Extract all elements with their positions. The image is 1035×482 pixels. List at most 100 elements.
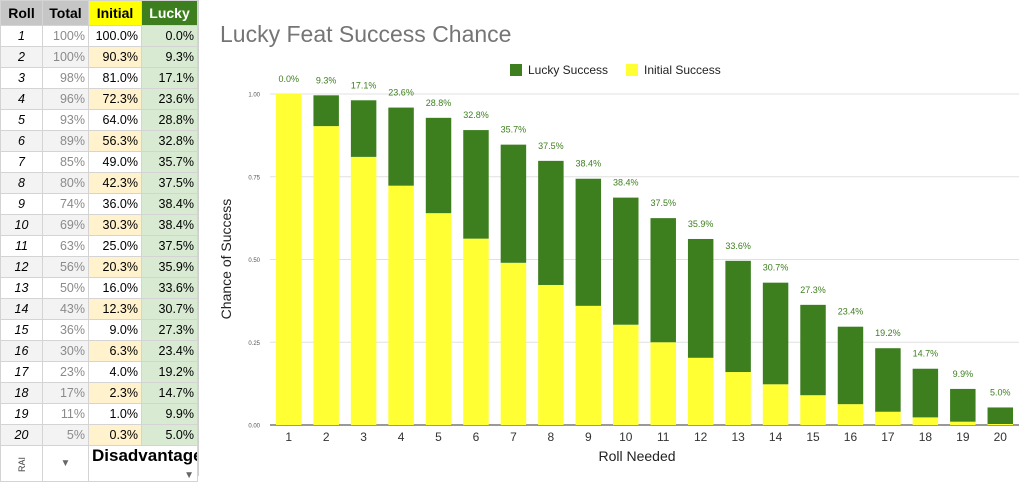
cell-roll[interactable]: 15 (0, 319, 43, 341)
cell-roll[interactable]: 12 (0, 256, 43, 278)
cell-lucky[interactable]: 28.8% (141, 109, 198, 131)
cell-roll[interactable]: 11 (0, 235, 43, 257)
bar-lucky[interactable] (538, 160, 564, 285)
bar-lucky[interactable] (613, 197, 639, 325)
cell-initial[interactable]: 36.0% (88, 193, 142, 215)
bar-lucky[interactable] (650, 218, 676, 343)
cell-initial[interactable]: 42.3% (88, 172, 142, 194)
cell-lucky[interactable]: 33.6% (141, 277, 198, 299)
cell-total[interactable]: 56% (42, 256, 89, 278)
bar-lucky[interactable] (875, 348, 901, 412)
bar-initial[interactable] (500, 262, 527, 425)
cell-roll[interactable]: 20 (0, 424, 43, 446)
cell-roll[interactable]: 13 (0, 277, 43, 299)
cell-total[interactable]: 80% (42, 172, 89, 194)
cell-total[interactable]: 100% (42, 46, 89, 68)
bar-lucky[interactable] (500, 144, 527, 263)
cell-total[interactable]: 96% (42, 88, 89, 110)
cell-initial[interactable]: 6.3% (88, 340, 142, 362)
cell-roll[interactable]: 6 (0, 130, 43, 152)
bar-initial[interactable] (463, 238, 489, 425)
cell-initial[interactable]: 4.0% (88, 361, 142, 383)
cell-roll[interactable]: 16 (0, 340, 43, 362)
cell-lucky[interactable]: 0.0% (141, 25, 198, 47)
bar-lucky[interactable] (762, 282, 789, 385)
bar-initial[interactable] (613, 324, 639, 425)
bar-lucky[interactable] (350, 100, 377, 157)
cell-roll[interactable]: 7 (0, 151, 43, 173)
chevron-down-icon[interactable]: ▼ (42, 445, 89, 482)
cell-total[interactable]: 98% (42, 67, 89, 89)
cell-lucky[interactable]: 23.6% (141, 88, 198, 110)
cell-lucky[interactable]: 35.9% (141, 256, 198, 278)
cell-lucky[interactable]: 30.7% (141, 298, 198, 320)
cell-initial[interactable]: 20.3% (88, 256, 142, 278)
cell-roll[interactable]: 14 (0, 298, 43, 320)
cell-lucky[interactable]: 37.5% (141, 172, 198, 194)
cell-lucky[interactable]: 19.2% (141, 361, 198, 383)
cell-roll[interactable]: 8 (0, 172, 43, 194)
cell-lucky[interactable]: 14.7% (141, 382, 198, 404)
cell-roll[interactable]: 18 (0, 382, 43, 404)
cell-total[interactable]: 63% (42, 235, 89, 257)
bar-lucky[interactable] (313, 95, 339, 127)
cell-initial[interactable]: 100.0% (88, 25, 142, 47)
bar-initial[interactable] (388, 185, 414, 425)
cell-initial[interactable]: 30.3% (88, 214, 142, 236)
bar-initial[interactable] (837, 404, 864, 425)
cell-initial[interactable]: 56.3% (88, 130, 142, 152)
cell-total[interactable]: 23% (42, 361, 89, 383)
cell-lucky[interactable]: 38.4% (141, 193, 198, 215)
cell-initial[interactable]: 72.3% (88, 88, 142, 110)
bar-initial[interactable] (350, 156, 377, 425)
cell-lucky[interactable]: 27.3% (141, 319, 198, 341)
cell-initial[interactable]: 16.0% (88, 277, 142, 299)
header-initial[interactable]: Initial (88, 0, 142, 26)
bar-initial[interactable] (875, 411, 901, 425)
cell-total[interactable]: 50% (42, 277, 89, 299)
cell-lucky[interactable]: 9.9% (141, 403, 198, 425)
bar-initial[interactable] (950, 421, 976, 425)
cell-lucky[interactable]: 9.3% (141, 46, 198, 68)
cell-total[interactable]: 85% (42, 151, 89, 173)
cell-total[interactable]: 17% (42, 382, 89, 404)
bar-initial[interactable] (725, 372, 751, 425)
header-lucky[interactable]: Lucky (141, 0, 198, 26)
bar-initial[interactable] (538, 284, 564, 425)
cell-initial[interactable]: 12.3% (88, 298, 142, 320)
cell-total[interactable]: 30% (42, 340, 89, 362)
bar-initial[interactable] (650, 342, 676, 425)
cell-roll[interactable]: 5 (0, 109, 43, 131)
bar-initial[interactable] (687, 357, 714, 425)
bar-lucky[interactable] (837, 326, 864, 405)
cell-roll[interactable]: 19 (0, 403, 43, 425)
bar-lucky[interactable] (687, 238, 714, 358)
cell-total[interactable]: 43% (42, 298, 89, 320)
cell-initial[interactable]: 25.0% (88, 235, 142, 257)
bar-lucky[interactable] (950, 388, 976, 422)
bar-initial[interactable] (575, 305, 602, 425)
bar-lucky[interactable] (425, 117, 452, 214)
cell-lucky[interactable]: 35.7% (141, 151, 198, 173)
bar-lucky[interactable] (575, 178, 602, 306)
bar-lucky[interactable] (725, 260, 751, 373)
cell-initial[interactable]: 90.3% (88, 46, 142, 68)
bar-lucky[interactable] (987, 407, 1014, 425)
cell-initial[interactable]: 2.3% (88, 382, 142, 404)
bar-initial[interactable] (425, 213, 452, 425)
cell-total[interactable]: 89% (42, 130, 89, 152)
bar-lucky[interactable] (912, 368, 939, 418)
cell-lucky[interactable]: 5.0% (141, 424, 198, 446)
cell-roll[interactable]: 1 (0, 25, 43, 47)
cell-roll[interactable]: 3 (0, 67, 43, 89)
cell-lucky[interactable]: 32.8% (141, 130, 198, 152)
cell-total[interactable]: 74% (42, 193, 89, 215)
cell-total[interactable]: 69% (42, 214, 89, 236)
cell-initial[interactable]: 1.0% (88, 403, 142, 425)
bar-lucky[interactable] (388, 107, 414, 186)
bar-initial[interactable] (313, 126, 339, 426)
cell-lucky[interactable]: 17.1% (141, 67, 198, 89)
cell-total[interactable]: 36% (42, 319, 89, 341)
cell-initial[interactable]: 81.0% (88, 67, 142, 89)
mode-select[interactable]: Disadvantage ▼ (88, 445, 198, 482)
